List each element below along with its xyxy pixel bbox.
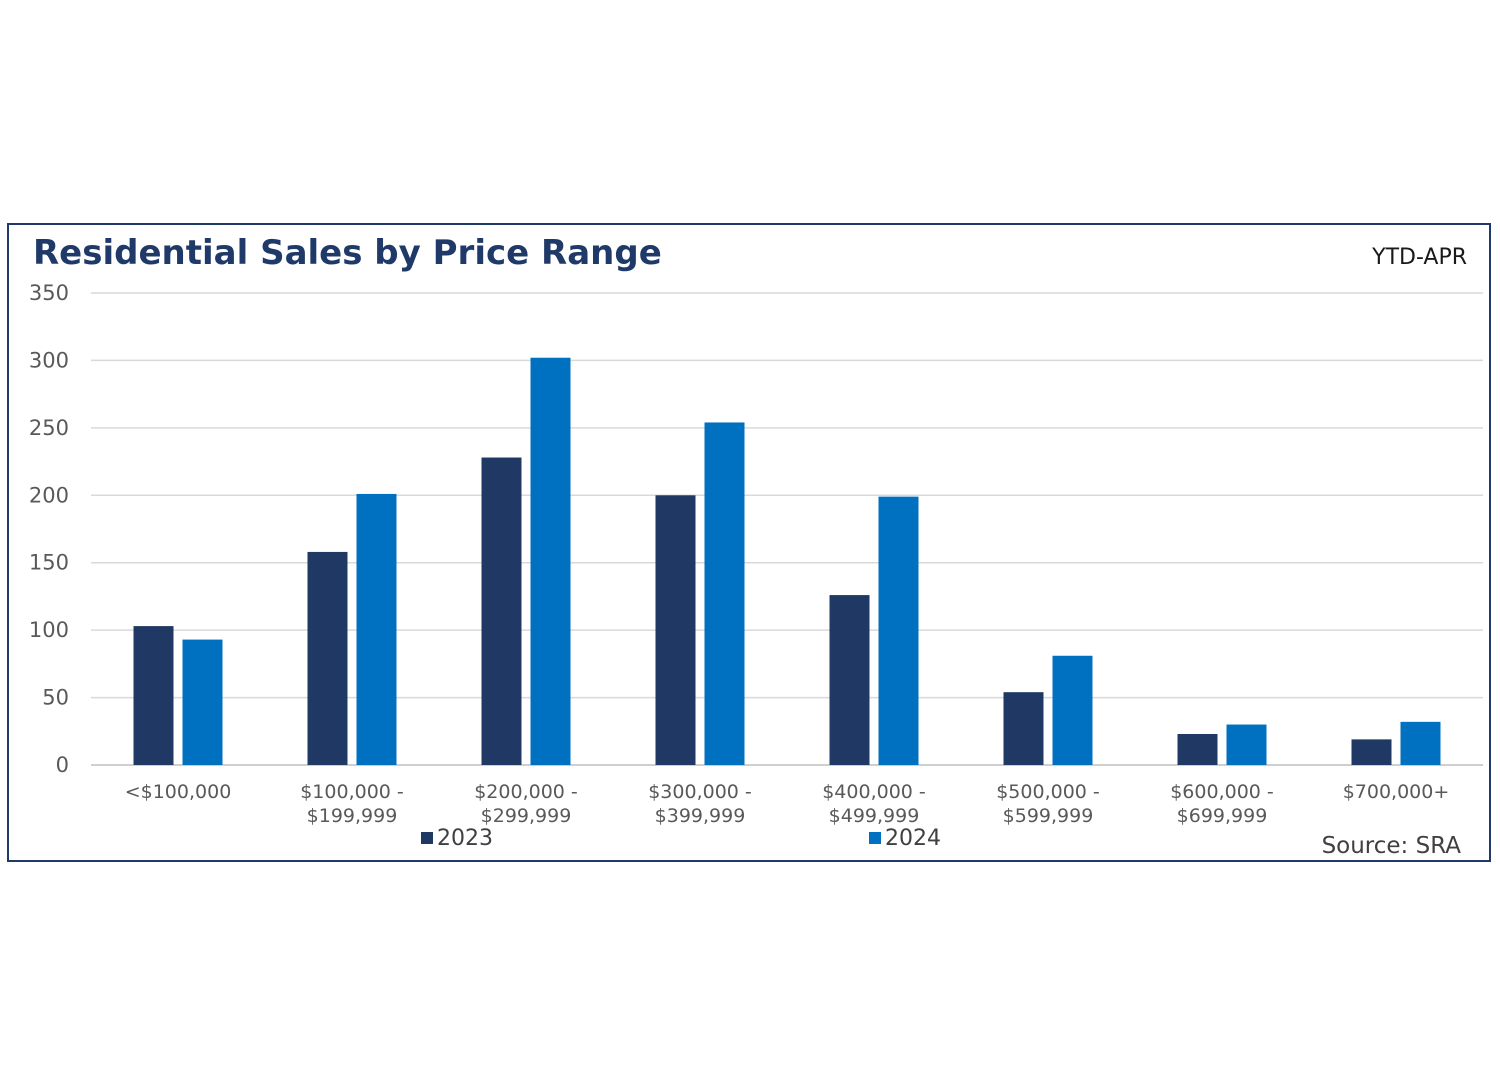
bar-2024 [878,496,919,765]
bar-2024 [1226,724,1267,765]
bar-2023 [1351,739,1392,765]
bar-2024 [530,357,571,765]
chart-title: Residential Sales by Price Range [33,233,662,273]
y-tick-label: 350 [29,281,69,305]
y-tick-label: 250 [29,416,69,440]
bar-2024 [704,422,745,765]
bar-2023 [1003,692,1044,765]
x-tick-label: $599,999 [1003,805,1094,827]
x-tick-label: $299,999 [481,805,572,827]
bar-2024 [1400,721,1441,765]
bar-2023 [829,595,870,765]
bar-2023 [1177,733,1218,765]
bar-2024 [356,493,397,765]
bar-2024 [182,639,223,765]
legend-label-2023: 2023 [437,826,493,851]
legend-swatch-2023 [421,832,433,844]
bar-chart: 0 50 100 150 200 250 300 350 <$100,000 $100,000 -… [29,281,1483,851]
x-tick-label: $600,000 - [1170,781,1274,803]
period-label: YTD-APR [1372,245,1467,270]
legend-swatch-2024 [869,832,881,844]
x-tick-label: <$100,000 [125,781,232,803]
x-tick-label: $399,999 [655,805,746,827]
y-tick-label: 50 [42,686,69,710]
bar-2023 [481,457,522,765]
x-tick-label: $200,000 - [474,781,578,803]
bar-2023 [655,495,696,765]
bar-2024 [1052,655,1093,765]
y-tick-label: 300 [29,348,69,372]
x-tick-label: $400,000 - [822,781,926,803]
bar-2023 [133,626,174,765]
x-tick-label: $700,000+ [1343,781,1450,803]
y-tick-label: 200 [29,483,69,507]
y-tick-label: 0 [56,753,69,777]
y-tick-label: 150 [29,551,69,575]
x-tick-label: $100,000 - [300,781,404,803]
x-tick-label: $199,999 [307,805,398,827]
legend-label-2024: 2024 [885,826,941,851]
source-label: Source: SRA [1321,833,1461,859]
x-tick-label: $499,999 [829,805,920,827]
chart-frame: Residential Sales by Price Range YTD-APR… [7,223,1491,862]
x-tick-label: $699,999 [1177,805,1268,827]
x-tick-label: $500,000 - [996,781,1100,803]
y-tick-label: 100 [29,618,69,642]
bar-2023 [307,551,348,765]
x-tick-label: $300,000 - [648,781,752,803]
